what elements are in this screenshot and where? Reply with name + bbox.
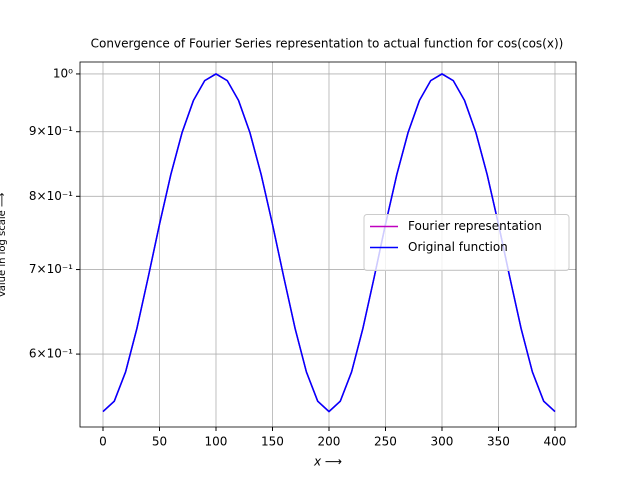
x-axis-label: x ⟶ (313, 455, 342, 469)
x-tick-label: 250 (374, 435, 397, 449)
chart-title: Convergence of Fourier Series representa… (91, 37, 564, 51)
x-tick-label: 200 (318, 435, 341, 449)
y-tick-label: 8×10⁻¹ (29, 189, 73, 203)
legend-label: Original function (408, 240, 508, 254)
x-tick-label: 0 (99, 435, 107, 449)
x-tick-label: 100 (205, 435, 228, 449)
x-tick-label: 350 (487, 435, 510, 449)
x-tick-label: 300 (431, 435, 454, 449)
plot-frame (79, 61, 577, 428)
y-tick-label: 10⁰ (53, 66, 73, 80)
x-tick-label: 150 (261, 435, 284, 449)
legend-box (363, 214, 570, 271)
y-tick-label: 7×10⁻¹ (29, 262, 73, 276)
series-line (102, 73, 556, 413)
y-tick-label: 9×10⁻¹ (29, 124, 73, 138)
x-tick-label: 50 (152, 435, 167, 449)
y-axis-label: Value in log scale ⟶ (0, 193, 8, 298)
x-tick-label: 400 (544, 435, 567, 449)
legend-label: Fourier representation (408, 219, 542, 233)
y-tick-label: 6×10⁻¹ (29, 347, 73, 361)
legend: Fourier representation Original function (363, 214, 570, 271)
